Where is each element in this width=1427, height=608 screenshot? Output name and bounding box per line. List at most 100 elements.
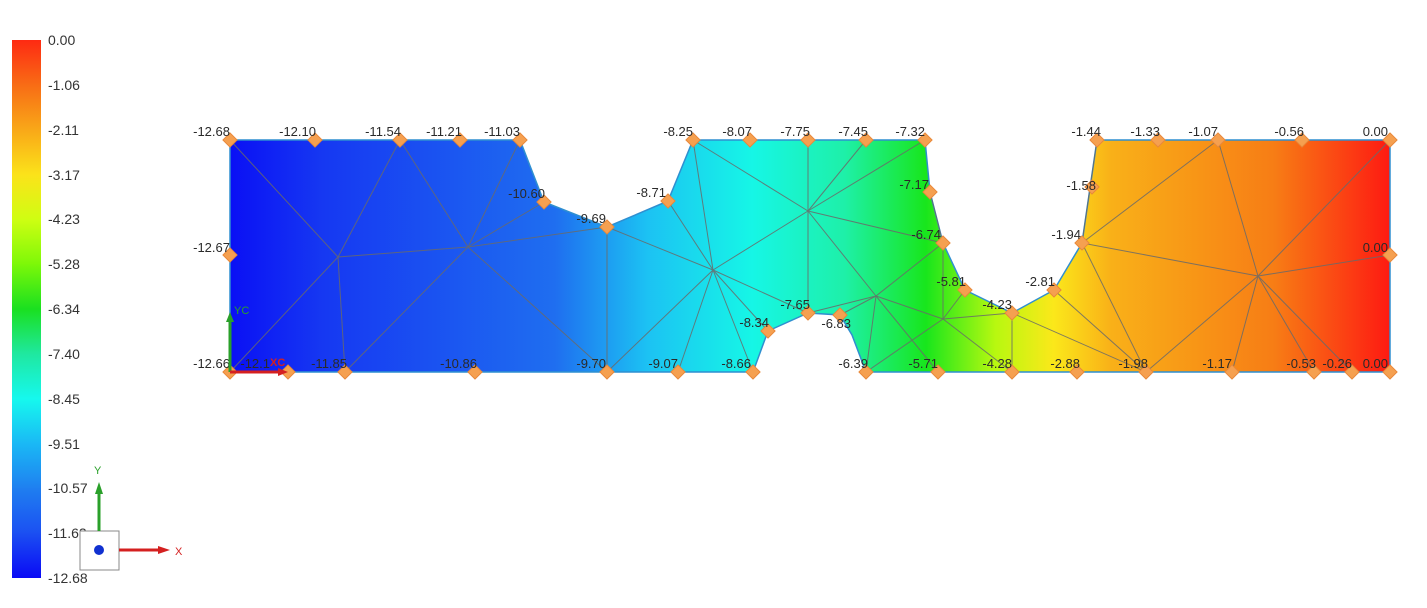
node-value-label: -0.56 [1274, 124, 1304, 139]
node-value-label: -1.07 [1188, 124, 1218, 139]
node-marker[interactable] [1089, 132, 1105, 148]
node-value-label: -9.70 [576, 356, 606, 371]
node-value-label: -4.28 [982, 356, 1012, 371]
legend-swatch [12, 84, 41, 131]
legend-label: 0.00 [48, 32, 76, 48]
node-marker[interactable] [1004, 305, 1020, 321]
color-legend-bar [12, 40, 41, 579]
node-value-label: -8.07 [722, 124, 752, 139]
node-value-label: -5.71 [908, 356, 938, 371]
legend-swatch [12, 309, 41, 355]
node-marker[interactable] [337, 364, 353, 380]
node-value-label: -6.39 [838, 356, 868, 371]
node-marker[interactable] [1069, 364, 1085, 380]
node-marker[interactable] [222, 247, 238, 263]
node-value-label: -7.32 [895, 124, 925, 139]
node-marker[interactable] [1382, 364, 1398, 380]
node-marker[interactable] [858, 364, 874, 380]
legend-label: -7.40 [48, 345, 80, 362]
node-marker[interactable] [685, 132, 701, 148]
legend-swatch [12, 353, 41, 400]
node-marker[interactable] [1150, 132, 1166, 148]
node-marker[interactable] [858, 132, 874, 148]
node-marker[interactable] [452, 132, 468, 148]
node-value-label: -0.53 [1286, 356, 1316, 371]
node-marker[interactable] [800, 132, 816, 148]
node-value-label: -7.75 [780, 124, 810, 139]
node-marker[interactable] [917, 132, 933, 148]
node-marker[interactable] [1210, 132, 1226, 148]
node-marker[interactable] [536, 194, 552, 210]
triad-y-label: Y [94, 465, 102, 477]
legend-label: -12.68 [48, 570, 88, 586]
csys-x-label: XC [270, 357, 285, 369]
legend-swatch [12, 443, 41, 489]
node-marker[interactable] [512, 132, 528, 148]
node-marker[interactable] [222, 132, 238, 148]
node-marker[interactable] [800, 305, 816, 321]
node-value-label: -9.69 [576, 211, 606, 226]
view-triad[interactable]: Y X [79, 465, 183, 571]
node-marker[interactable] [1004, 364, 1020, 380]
mesh-element-edges [229, 139, 1391, 373]
node-marker[interactable] [1074, 235, 1090, 251]
legend-swatch [12, 533, 41, 579]
node-marker[interactable] [660, 193, 676, 209]
legend-swatch [12, 488, 41, 534]
node-value-label: -2.88 [1050, 356, 1080, 371]
node-value-label: -7.65 [780, 297, 810, 312]
legend-label: -2.11 [48, 121, 79, 138]
node-value-label: -7.17 [899, 177, 929, 192]
node-marker[interactable] [1344, 364, 1360, 380]
node-marker[interactable] [1294, 132, 1310, 148]
legend-label: -10.57 [48, 480, 88, 497]
node-marker[interactable] [1046, 282, 1062, 298]
legend-label: -9.51 [48, 435, 80, 452]
node-value-label: -1.33 [1130, 124, 1160, 139]
node-marker[interactable] [1224, 364, 1240, 380]
node-marker[interactable] [742, 132, 758, 148]
node-marker[interactable] [930, 364, 946, 380]
node-marker[interactable] [1382, 247, 1398, 263]
node-marker[interactable] [599, 364, 615, 380]
node-value-label: -11.03 [484, 124, 520, 139]
node-marker[interactable] [935, 235, 951, 251]
node-marker[interactable] [1382, 132, 1398, 148]
legend-swatch [12, 264, 41, 310]
node-value-label: 0.00 [1363, 124, 1388, 139]
node-value-label: -1.44 [1071, 124, 1101, 139]
legend-label: -3.17 [48, 166, 80, 183]
node-marker[interactable] [1306, 364, 1322, 380]
node-marker[interactable] [599, 219, 615, 235]
node-value-label: -11.54 [365, 124, 401, 139]
node-marker[interactable] [1138, 364, 1154, 380]
node-value-label: -11.85 [311, 356, 347, 371]
node-value-label: 0.00 [1363, 240, 1388, 255]
node-value-label: -1.94 [1051, 227, 1081, 242]
legend-label: -6.34 [48, 301, 80, 317]
node-value-label: -4.23 [982, 297, 1012, 312]
node-marker[interactable] [467, 364, 483, 380]
node-marker[interactable] [1084, 179, 1100, 195]
node-marker[interactable] [307, 132, 323, 148]
node-marker[interactable] [760, 323, 776, 339]
node-value-label: -2.81 [1025, 274, 1055, 289]
node-marker[interactable] [957, 282, 973, 298]
legend-label: -4.23 [48, 211, 80, 228]
node-value-label: -1.17 [1202, 356, 1232, 371]
node-value-label: -12.10 [279, 124, 316, 139]
node-marker[interactable] [745, 364, 761, 380]
node-marker[interactable] [922, 184, 938, 200]
node-value-label: -0.26 [1322, 356, 1352, 371]
legend-swatch [12, 174, 41, 220]
node-marker[interactable] [832, 307, 848, 323]
legend-label: -5.28 [48, 256, 80, 273]
node-marker[interactable] [670, 364, 686, 380]
node-marker[interactable] [392, 132, 408, 148]
node-value-label: -11.21 [426, 124, 462, 139]
work-csys: YC XC [226, 305, 288, 376]
node-markers [222, 132, 1398, 380]
node-value-label: -12.66 [193, 356, 230, 371]
node-value-label: -12.68 [193, 124, 230, 139]
